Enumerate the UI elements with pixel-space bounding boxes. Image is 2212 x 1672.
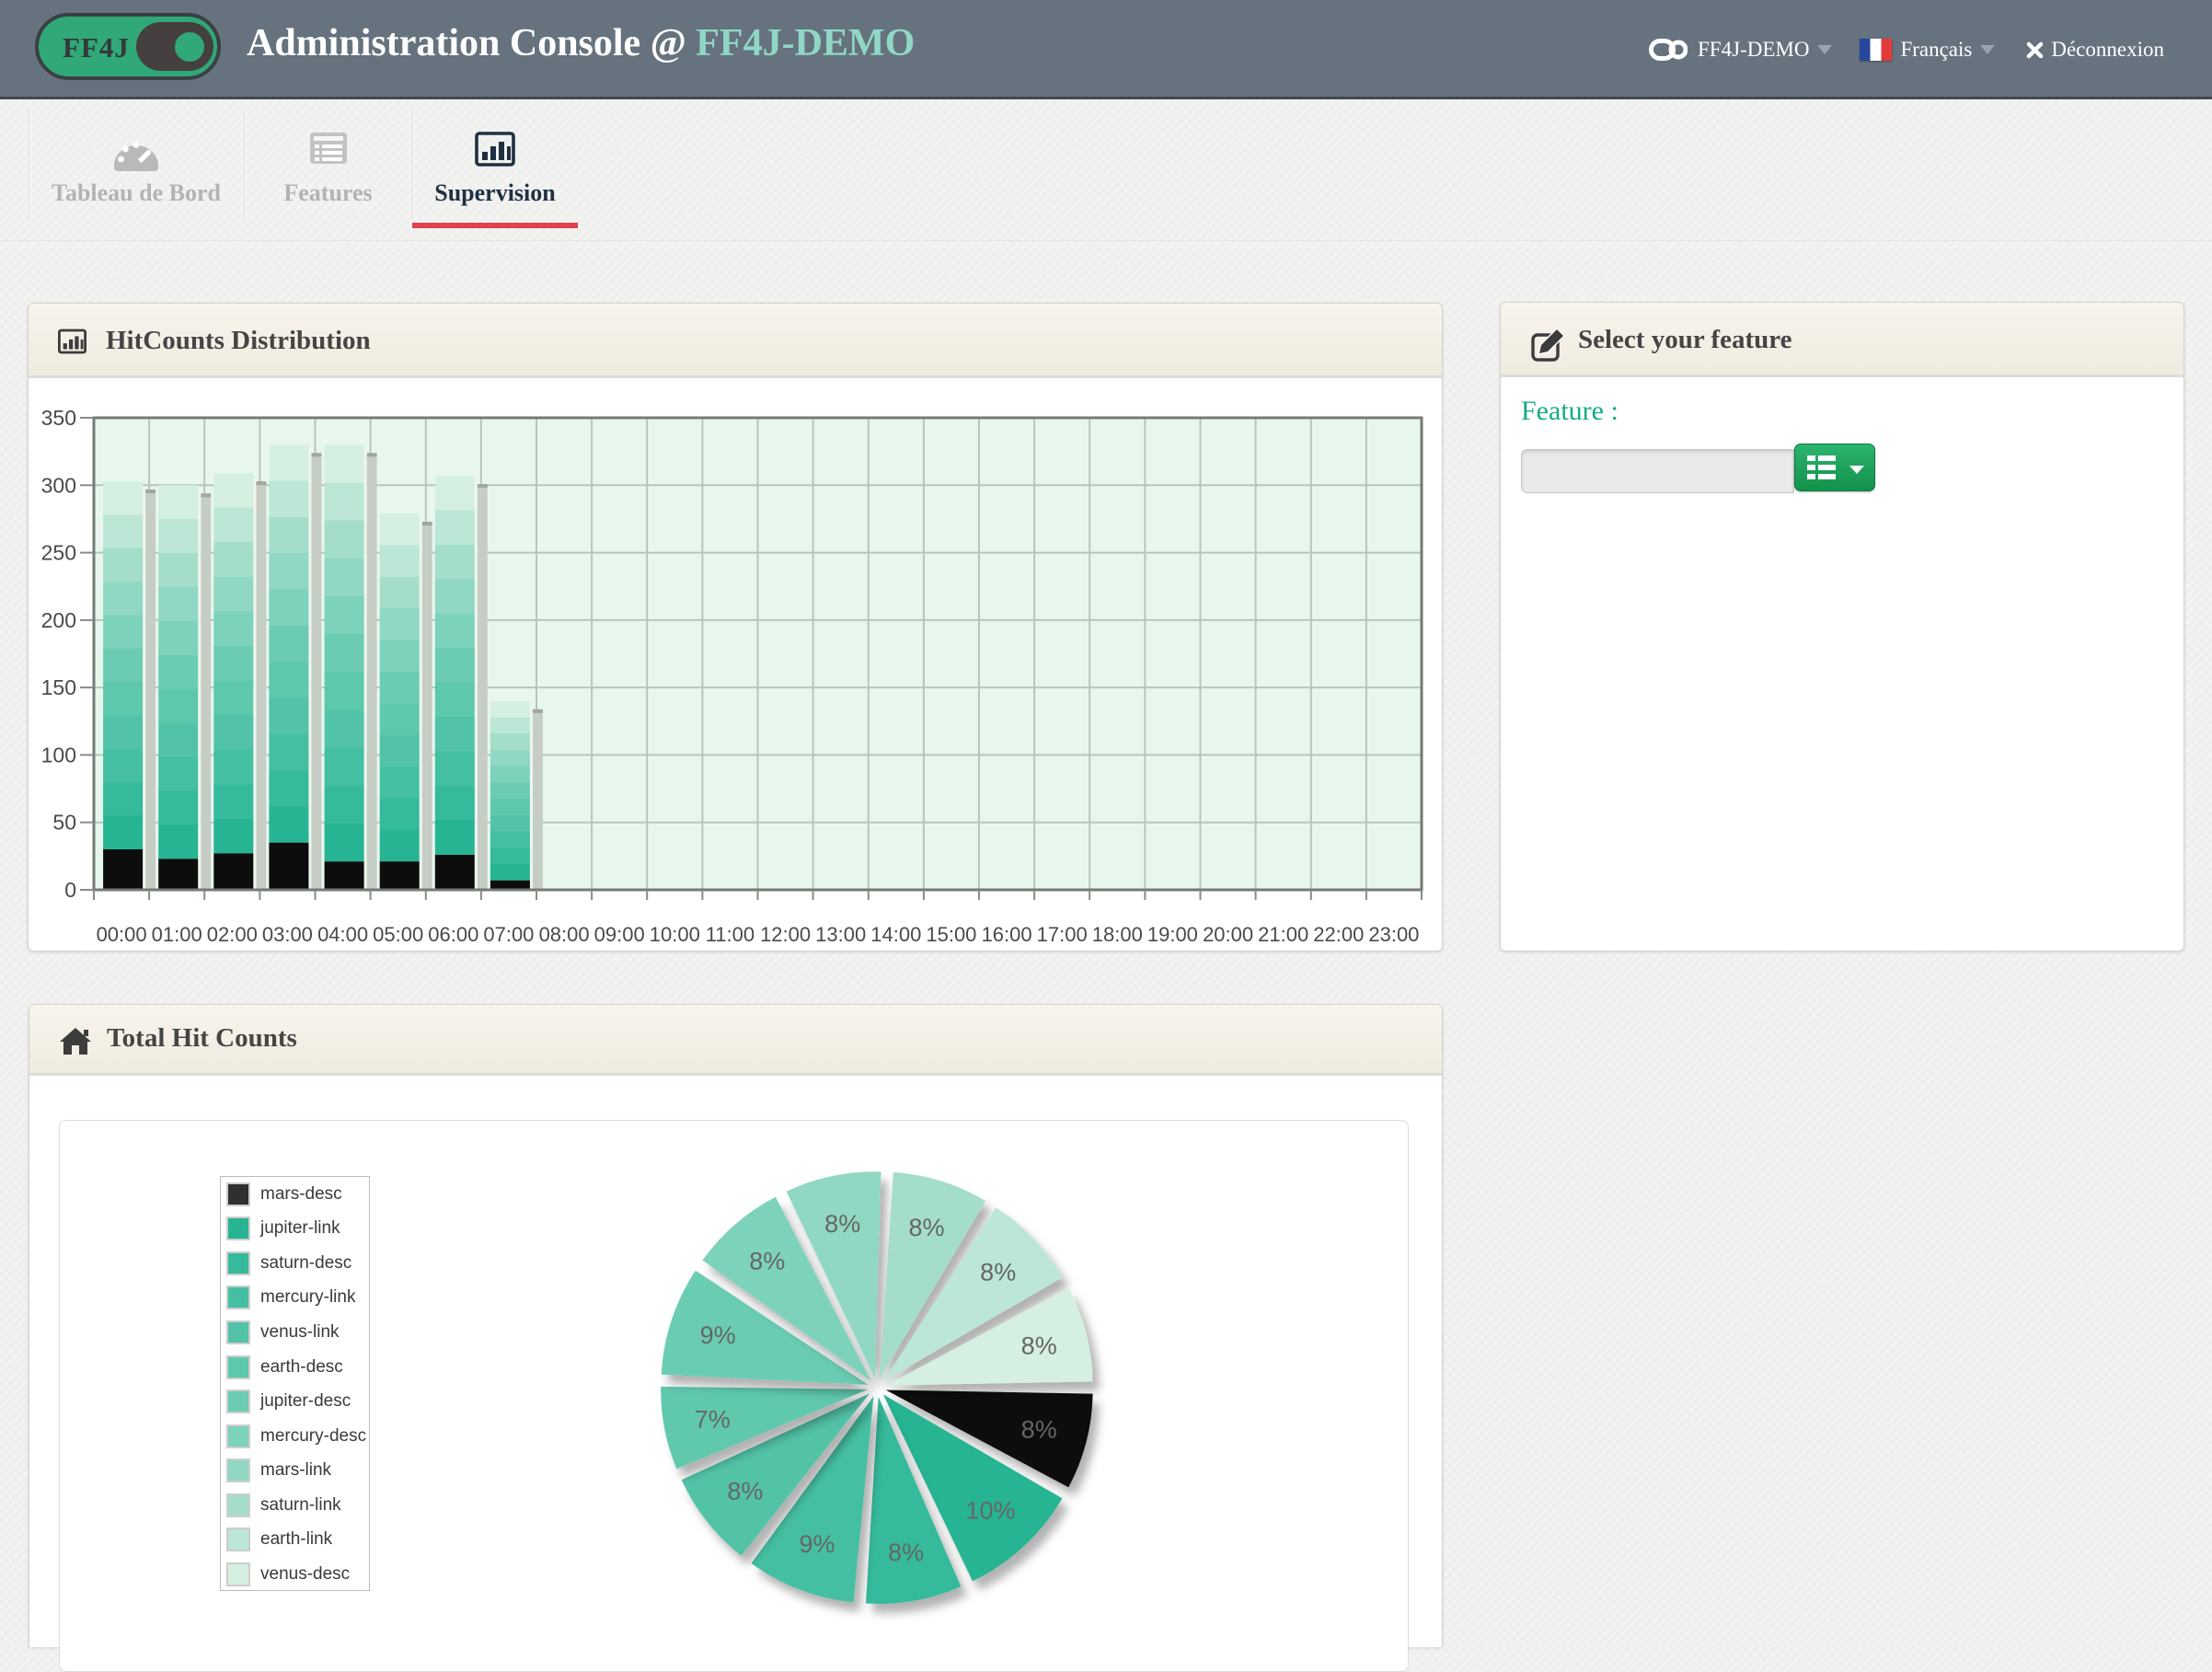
- svg-text:17:00: 17:00: [1037, 923, 1088, 946]
- svg-text:200: 200: [41, 608, 76, 632]
- svg-text:150: 150: [41, 675, 76, 699]
- svg-text:10%: 10%: [965, 1497, 1015, 1525]
- svg-text:100: 100: [41, 743, 76, 767]
- svg-text:06:00: 06:00: [428, 923, 478, 946]
- svg-text:9%: 9%: [700, 1321, 736, 1349]
- svg-text:7%: 7%: [695, 1405, 731, 1433]
- svg-text:09:00: 09:00: [594, 923, 645, 946]
- svg-text:8%: 8%: [1021, 1416, 1057, 1444]
- svg-text:8%: 8%: [727, 1478, 763, 1505]
- svg-text:13:00: 13:00: [815, 923, 866, 946]
- svg-text:04:00: 04:00: [317, 923, 368, 946]
- svg-text:8%: 8%: [749, 1248, 785, 1275]
- svg-text:08:00: 08:00: [539, 923, 590, 946]
- svg-text:18:00: 18:00: [1092, 923, 1143, 946]
- svg-text:50: 50: [52, 811, 76, 835]
- svg-text:02:00: 02:00: [207, 923, 258, 946]
- svg-text:20:00: 20:00: [1203, 923, 1253, 946]
- svg-text:11:00: 11:00: [706, 923, 755, 946]
- svg-text:250: 250: [41, 541, 76, 565]
- svg-text:0: 0: [64, 878, 76, 902]
- svg-text:00:00: 00:00: [97, 923, 147, 946]
- svg-text:12:00: 12:00: [760, 923, 811, 946]
- svg-text:8%: 8%: [888, 1539, 924, 1566]
- svg-text:9%: 9%: [799, 1530, 835, 1558]
- svg-text:8%: 8%: [980, 1258, 1016, 1286]
- svg-text:350: 350: [41, 406, 76, 430]
- svg-text:15:00: 15:00: [926, 923, 976, 946]
- svg-text:07:00: 07:00: [483, 923, 534, 946]
- svg-text:05:00: 05:00: [373, 923, 423, 946]
- svg-text:16:00: 16:00: [982, 923, 1032, 946]
- svg-text:01:00: 01:00: [152, 923, 202, 946]
- svg-text:10:00: 10:00: [650, 923, 700, 946]
- svg-text:21:00: 21:00: [1258, 923, 1308, 946]
- svg-text:22:00: 22:00: [1313, 923, 1364, 946]
- svg-text:8%: 8%: [908, 1214, 944, 1241]
- svg-text:19:00: 19:00: [1147, 923, 1198, 946]
- svg-text:8%: 8%: [824, 1210, 860, 1238]
- svg-text:300: 300: [41, 473, 76, 497]
- svg-text:8%: 8%: [1021, 1332, 1057, 1359]
- svg-text:14:00: 14:00: [870, 923, 921, 946]
- svg-text:23:00: 23:00: [1368, 923, 1419, 946]
- svg-text:03:00: 03:00: [262, 923, 313, 946]
